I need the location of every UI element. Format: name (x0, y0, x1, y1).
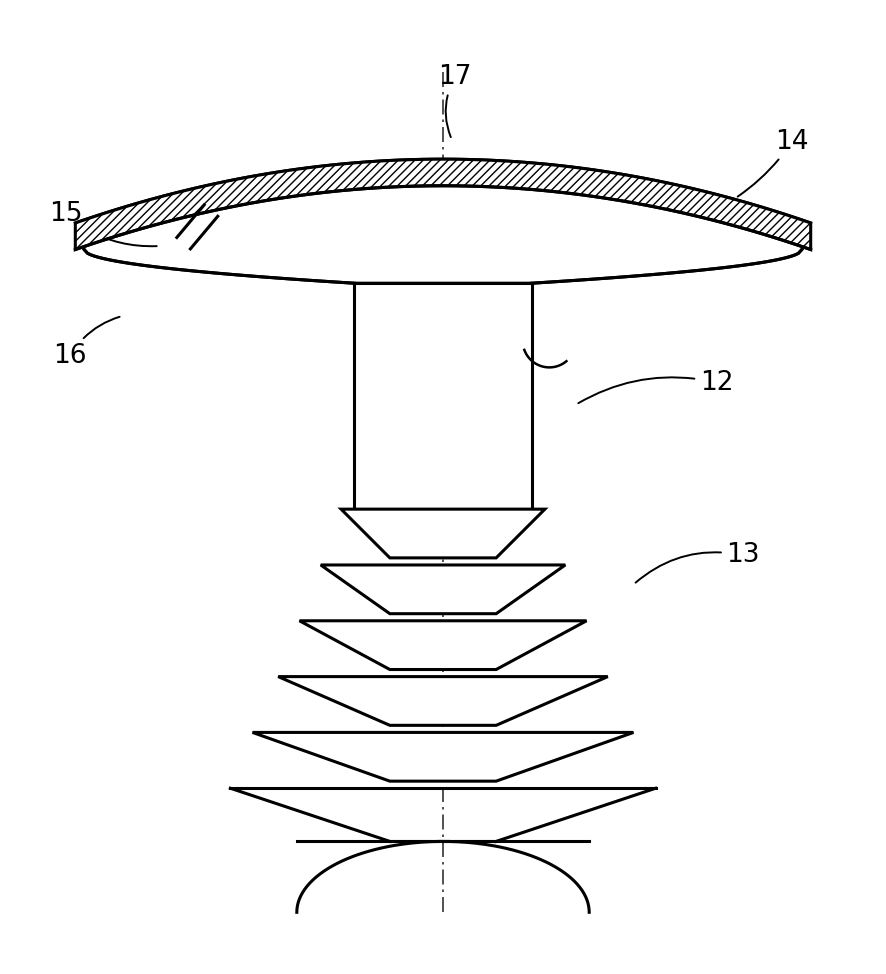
Text: 13: 13 (635, 543, 760, 582)
Polygon shape (75, 159, 811, 283)
Text: 12: 12 (579, 369, 734, 403)
Polygon shape (299, 620, 587, 669)
Polygon shape (253, 732, 633, 781)
Text: 15: 15 (49, 202, 157, 246)
Polygon shape (297, 842, 589, 913)
Text: 14: 14 (738, 129, 809, 197)
Polygon shape (341, 509, 545, 558)
Text: 16: 16 (53, 317, 120, 369)
Bar (354, 283, 532, 509)
Polygon shape (321, 565, 565, 614)
Text: 17: 17 (439, 64, 472, 137)
Polygon shape (75, 159, 811, 249)
Polygon shape (278, 677, 608, 726)
